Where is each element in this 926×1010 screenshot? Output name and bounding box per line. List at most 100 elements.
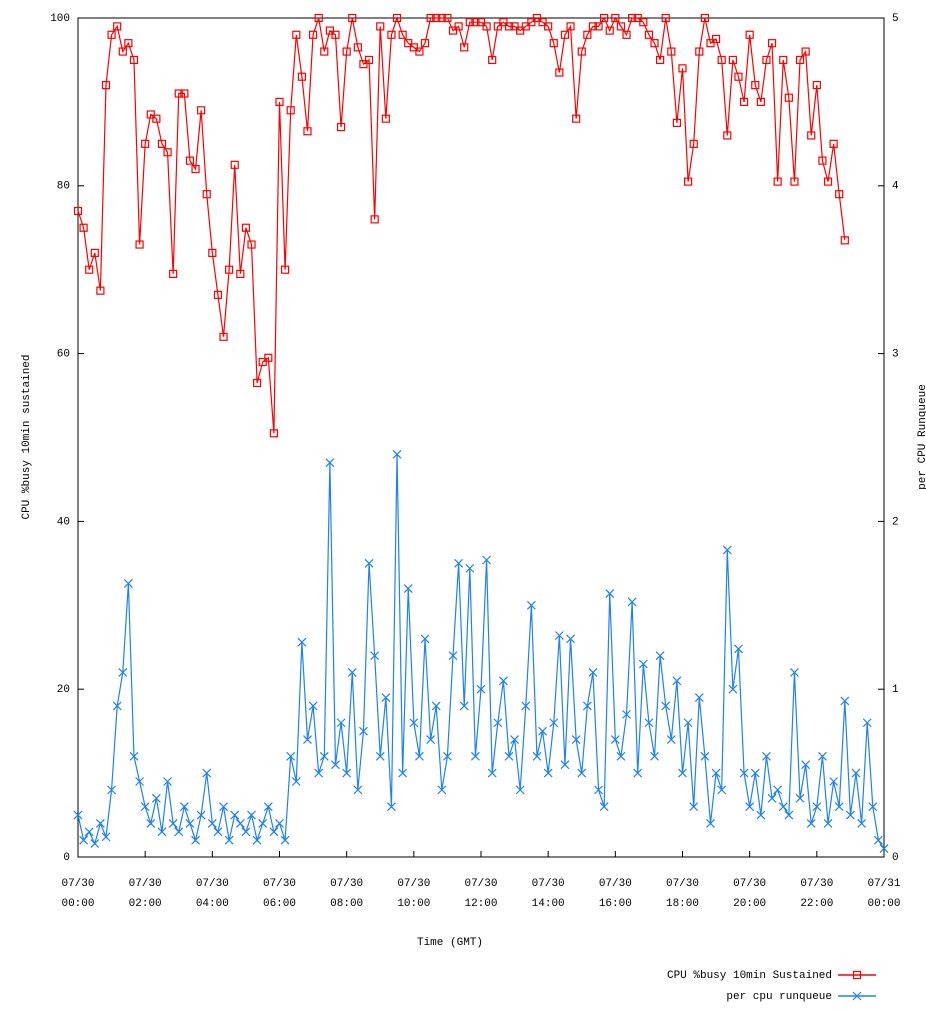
point-marker	[415, 751, 424, 761]
point-marker	[404, 39, 413, 48]
legend-label: per cpu runqueue	[726, 991, 832, 1003]
point-marker	[437, 785, 447, 795]
point-marker	[706, 819, 715, 828]
point-marker	[90, 248, 99, 258]
point-marker	[812, 802, 822, 812]
point-marker	[594, 785, 603, 795]
point-marker	[196, 810, 206, 820]
point-marker	[633, 768, 643, 778]
point-marker	[84, 827, 94, 837]
point-marker	[443, 13, 452, 23]
x-tick-label: 07/30 14:00	[532, 878, 565, 910]
point-marker	[107, 30, 116, 39]
point-marker	[101, 81, 111, 90]
point-marker	[594, 22, 603, 31]
point-marker	[566, 22, 575, 31]
x-tick-label: 07/30 22:00	[800, 878, 833, 910]
y2-tick-label: 4	[892, 181, 899, 193]
point-marker	[202, 768, 212, 778]
point-marker	[683, 177, 693, 186]
point-marker	[219, 332, 228, 341]
point-marker	[213, 827, 223, 837]
point-marker	[723, 131, 732, 140]
point-marker	[482, 22, 491, 31]
point-marker	[773, 177, 782, 186]
point-marker	[739, 768, 749, 778]
point-marker	[655, 651, 665, 661]
point-marker	[331, 760, 340, 770]
point-marker	[638, 659, 648, 669]
point-marker	[409, 718, 419, 728]
point-marker	[488, 55, 497, 65]
point-marker	[163, 777, 172, 786]
point-marker	[728, 55, 737, 65]
point-marker	[387, 802, 396, 812]
point-marker	[582, 701, 592, 711]
point-marker	[801, 47, 810, 56]
point-marker	[426, 13, 435, 23]
point-marker	[650, 751, 659, 761]
point-marker	[320, 47, 329, 56]
point-marker	[784, 93, 793, 102]
point-marker	[364, 55, 374, 65]
point-marker	[442, 751, 452, 761]
point-marker	[722, 545, 732, 555]
point-marker	[498, 676, 508, 686]
point-marker	[476, 18, 486, 27]
legend-marker	[852, 991, 862, 1001]
point-marker	[129, 751, 139, 761]
point-marker	[700, 751, 710, 761]
point-marker	[823, 819, 833, 828]
point-marker	[85, 265, 94, 274]
point-marker	[667, 47, 676, 56]
point-marker	[370, 651, 380, 661]
point-marker	[336, 122, 346, 132]
point-marker	[806, 819, 816, 828]
point-marker	[157, 139, 167, 148]
point-marker	[750, 768, 760, 778]
point-marker	[325, 458, 335, 468]
point-marker	[661, 701, 671, 711]
point-marker	[398, 768, 408, 778]
point-marker	[359, 60, 368, 69]
point-marker	[521, 22, 530, 31]
point-marker	[644, 30, 654, 39]
point-marker	[185, 156, 195, 165]
point-marker	[767, 793, 777, 803]
point-marker	[694, 693, 704, 703]
point-marker	[745, 30, 754, 39]
point-marker	[834, 802, 844, 812]
point-marker	[96, 286, 105, 295]
point-marker	[297, 637, 307, 647]
y2-tick-label: 0	[892, 852, 899, 864]
point-marker	[174, 89, 183, 98]
point-marker	[353, 43, 362, 52]
point-marker	[247, 810, 256, 820]
point-marker	[280, 265, 290, 274]
point-marker	[711, 768, 721, 778]
point-marker	[415, 47, 424, 56]
point-marker	[73, 810, 83, 820]
point-marker	[342, 768, 352, 778]
point-marker	[470, 751, 480, 761]
point-marker	[554, 631, 564, 640]
point-marker	[208, 248, 217, 258]
point-marker	[532, 751, 542, 761]
point-marker	[135, 777, 144, 786]
point-marker	[801, 760, 811, 770]
point-marker	[734, 72, 743, 81]
point-marker	[118, 667, 128, 677]
point-marker	[448, 651, 458, 661]
point-marker	[185, 819, 195, 828]
point-marker	[319, 751, 329, 761]
point-marker	[689, 139, 698, 148]
y2-tick-label: 1	[892, 684, 899, 696]
point-marker	[437, 13, 446, 23]
point-marker	[773, 785, 783, 795]
point-marker	[600, 13, 609, 23]
point-marker	[420, 39, 430, 48]
point-marker	[779, 55, 788, 65]
x-tick-label: 07/30 06:00	[263, 878, 296, 910]
point-marker	[95, 819, 105, 828]
point-marker	[459, 701, 469, 711]
